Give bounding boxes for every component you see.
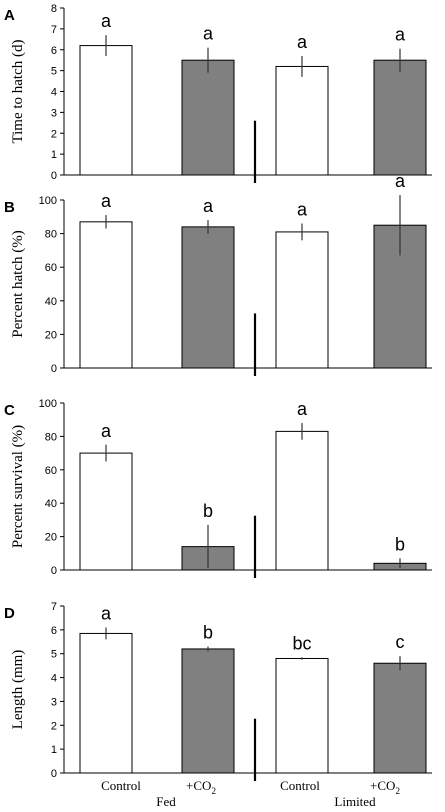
x-tick-label-control-fed: Control	[101, 778, 141, 793]
y-tick-label: 1	[51, 744, 57, 756]
x-axis-labels: Control +CO2 Control +CO2 Fed Limited	[101, 778, 400, 809]
bar	[181, 59, 235, 176]
y-tick-label: 5	[51, 649, 57, 661]
significance-letter: a	[395, 25, 406, 45]
y-tick-label: 0	[51, 565, 57, 577]
x-tick-label-control-limited: Control	[280, 778, 320, 793]
y-tick-label: 8	[51, 3, 57, 15]
bar	[275, 65, 329, 176]
bar	[275, 231, 329, 369]
significance-letter: a	[101, 191, 112, 211]
significance-letter: a	[101, 11, 112, 31]
y-tick-label: 6	[51, 45, 57, 57]
significance-letter: a	[395, 171, 406, 191]
y-tick-label: 5	[51, 66, 57, 78]
y-tick-label: 80	[45, 431, 57, 443]
panels-layer: A Time to hatch (d) 0 1 2 3 4 5 6 7 8 a a a a B Percent …	[4, 3, 432, 781]
significance-letter: a	[203, 24, 214, 44]
panel-letter: D	[4, 605, 15, 622]
y-tick-label: 60	[45, 262, 57, 274]
y-tick-label: 2	[51, 720, 57, 732]
y-tick-label: 2	[51, 128, 57, 140]
significance-letter: a	[101, 603, 112, 623]
bar	[79, 632, 133, 774]
significance-letter: a	[297, 200, 308, 220]
chart-panel-B: B Percent hatch (%) 0 20 40 60 80 100 a a a a	[4, 171, 432, 376]
bar	[79, 452, 133, 571]
y-tick-label: 4	[51, 673, 57, 685]
x-tick-label-co2-fed: +CO2	[186, 778, 216, 796]
significance-letter: bc	[292, 633, 311, 653]
y-tick-label: 40	[45, 498, 57, 510]
y-tick-label: 7	[51, 24, 57, 36]
y-tick-label: 100	[39, 398, 57, 410]
y-axis-label: Length (mm)	[10, 650, 26, 730]
bar	[79, 45, 133, 176]
y-tick-label: 80	[45, 229, 57, 241]
y-tick-label: 6	[51, 625, 57, 637]
co2-label-main: +CO	[370, 778, 395, 793]
significance-letter: b	[395, 534, 405, 554]
y-axis-label: Time to hatch (d)	[10, 39, 26, 143]
significance-letter: a	[101, 421, 112, 441]
bar	[181, 648, 235, 774]
chart-panel-D: D Length (mm) 0 1 2 3 4 5 6 7 a b bc c	[4, 601, 432, 781]
y-tick-label: 100	[39, 195, 57, 207]
x-tick-label-co2-limited: +CO2	[370, 778, 400, 796]
y-tick-label: 3	[51, 107, 57, 119]
y-tick-label: 40	[45, 296, 57, 308]
significance-letter: a	[297, 32, 308, 52]
y-tick-label: 0	[51, 363, 57, 375]
panel-letter: C	[4, 402, 15, 419]
significance-letter: c	[396, 632, 405, 652]
y-axis-label: Percent hatch (%)	[10, 230, 26, 337]
y-tick-label: 60	[45, 465, 57, 477]
bar	[181, 226, 235, 369]
bar	[275, 657, 329, 774]
significance-letter: b	[203, 623, 213, 643]
y-tick-label: 0	[51, 170, 57, 182]
y-tick-label: 4	[51, 87, 57, 99]
chart-panel-C: C Percent survival (%) 0 20 40 60 80 100 a b a b	[4, 398, 432, 578]
co2-label-sub: 2	[395, 786, 400, 796]
bar	[275, 430, 329, 571]
group-label-fed: Fed	[156, 794, 176, 809]
panel-letter: A	[4, 7, 15, 24]
panel-letter: B	[4, 199, 15, 216]
significance-letter: a	[297, 399, 308, 419]
y-axis-label: Percent survival (%)	[10, 425, 26, 548]
co2-label-sub: 2	[211, 786, 216, 796]
bar	[373, 662, 427, 774]
significance-letter: a	[203, 196, 214, 216]
y-tick-label: 0	[51, 768, 57, 780]
bar	[373, 59, 427, 176]
chart-panel-A: A Time to hatch (d) 0 1 2 3 4 5 6 7 8 a a a a	[4, 3, 432, 183]
y-tick-label: 20	[45, 329, 57, 341]
co2-label-main: +CO	[186, 778, 211, 793]
significance-letter: b	[203, 501, 213, 521]
y-tick-label: 20	[45, 532, 57, 544]
y-tick-label: 3	[51, 696, 57, 708]
y-tick-label: 7	[51, 601, 57, 613]
y-tick-label: 1	[51, 149, 57, 161]
group-label-limited: Limited	[334, 794, 376, 809]
bar	[79, 221, 133, 369]
